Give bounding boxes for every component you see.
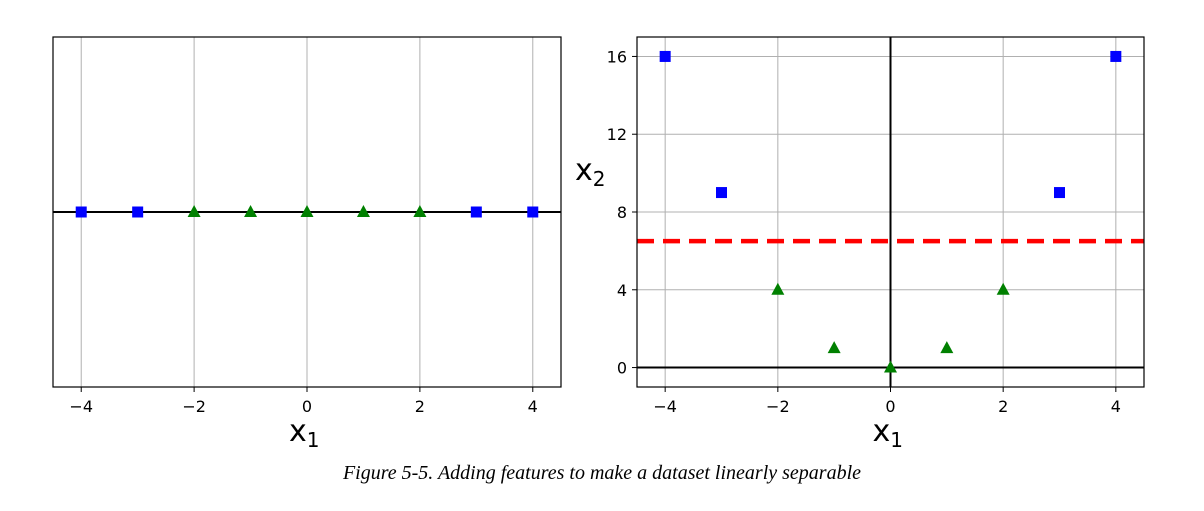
left-x-axis-label: x1 xyxy=(289,414,320,452)
right-x-tick-label: −4 xyxy=(653,397,677,416)
right-square-point xyxy=(1110,50,1122,62)
right-square-point xyxy=(716,187,727,199)
right-y-ticks: 0 4 8 12 16 xyxy=(607,47,637,378)
right-y-axis-label: x2 xyxy=(575,153,606,191)
left-square-point xyxy=(75,206,87,218)
right-square-point xyxy=(659,50,671,62)
right-x-axis-label-base: x xyxy=(873,414,891,449)
left-square-point xyxy=(132,206,144,218)
right-y-tick-label: 12 xyxy=(607,125,627,144)
left-triangle-point xyxy=(244,205,258,217)
left-square-point xyxy=(527,206,539,218)
right-x-tick-label: 4 xyxy=(1111,397,1121,416)
right-square-point xyxy=(1054,187,1065,199)
left-x-tick-label: 2 xyxy=(415,397,425,416)
left-x-tick-label: 0 xyxy=(302,397,312,416)
right-y-tick-label: 0 xyxy=(617,359,627,378)
right-y-axis-label-base: x xyxy=(575,153,593,188)
right-y-tick-label: 16 xyxy=(607,47,627,66)
right-triangle-point xyxy=(827,341,841,354)
figure-caption: Figure 5-5. Adding features to make a da… xyxy=(342,462,862,484)
left-x-tick-label: 4 xyxy=(528,397,538,416)
left-chart: −4 −2 0 2 4 x1 xyxy=(52,36,562,452)
right-y-tick-label: 8 xyxy=(617,203,627,222)
right-x-tick-label: 0 xyxy=(885,397,895,416)
left-square-point xyxy=(470,206,482,218)
right-y-axis-label-sub: 2 xyxy=(593,167,606,191)
left-x-tick-label: −4 xyxy=(69,397,93,416)
left-triangle-point xyxy=(356,205,370,217)
right-y-tick-label: 4 xyxy=(617,281,627,300)
right-triangle-point xyxy=(940,341,954,354)
right-x-axis-label-sub: 1 xyxy=(890,428,903,452)
right-triangle-point xyxy=(884,360,897,373)
left-triangle-point xyxy=(413,205,427,217)
right-x-tick-label: −2 xyxy=(766,397,790,416)
right-triangle-point xyxy=(996,282,1010,295)
left-x-tick-label: −2 xyxy=(182,397,206,416)
right-triangle-point xyxy=(771,282,785,295)
left-x-axis-label-sub: 1 xyxy=(307,428,320,452)
left-x-ticks: −4 −2 0 2 4 xyxy=(69,387,538,416)
left-triangle-point xyxy=(300,205,314,217)
right-data-marks xyxy=(659,50,1122,373)
left-x-axis-label-base: x xyxy=(289,414,307,449)
right-x-axis-label: x1 xyxy=(873,414,904,452)
left-triangle-point xyxy=(187,205,201,217)
left-data-marks xyxy=(75,205,539,218)
right-x-ticks: −4 −2 0 2 4 xyxy=(653,387,1121,416)
right-x-tick-label: 2 xyxy=(998,397,1008,416)
